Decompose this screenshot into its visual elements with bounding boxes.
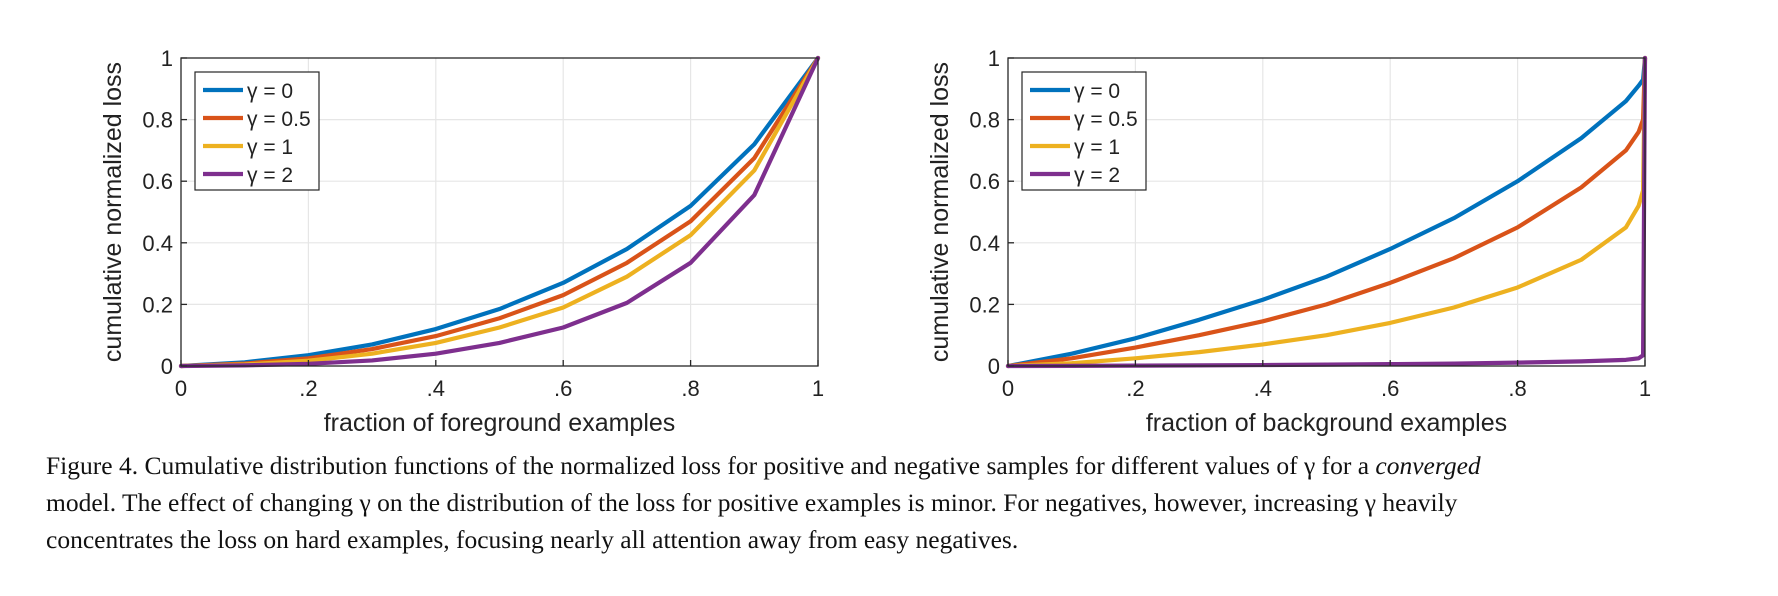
y-tick-label: 0.2	[969, 292, 1000, 317]
plot-frame	[180, 57, 819, 367]
caption-emphasis: converged	[1375, 451, 1481, 480]
legend-label-2: γ = 1	[247, 136, 293, 159]
y-tick-label: 0.8	[969, 108, 1000, 133]
caption-line-3: concentrates the loss on hard examples, …	[46, 525, 1019, 554]
x-tick-label: .4	[427, 376, 445, 401]
x-tick-label: .2	[299, 376, 317, 401]
y-tick-label: 0	[161, 354, 173, 379]
series-line-3	[178, 55, 821, 369]
legend-label-3: γ = 2	[1074, 164, 1120, 187]
legend-label-0: γ = 0	[247, 80, 293, 103]
y-tick-label: 1	[161, 46, 173, 71]
y-tick-label: 0.4	[142, 231, 173, 256]
series-line-1	[1005, 55, 1648, 369]
x-tick-label: .6	[1381, 376, 1399, 401]
y-tick-label: 1	[988, 46, 1000, 71]
x-tick-label: .2	[1126, 376, 1144, 401]
x-tick-label: .6	[554, 376, 572, 401]
legend-label-1: γ = 0.5	[1074, 108, 1138, 131]
x-axis-label: fraction of background examples	[1146, 409, 1507, 437]
y-tick-label: 0.8	[142, 108, 173, 133]
y-tick-label: 0.2	[142, 292, 173, 317]
y-axis-label: cumulative normalized loss	[926, 62, 954, 362]
x-tick-label: .8	[1508, 376, 1526, 401]
y-tick-label: 0.6	[142, 169, 173, 194]
legend-label-1: γ = 0.5	[247, 108, 311, 131]
x-axis-label: fraction of foreground examples	[324, 409, 676, 437]
y-tick-label: 0.6	[969, 169, 1000, 194]
x-tick-label: 0	[1002, 376, 1014, 401]
y-tick-label: 0	[988, 354, 1000, 379]
series-line-2	[178, 55, 821, 369]
y-tick-label: 0.4	[969, 231, 1000, 256]
legend-label-0: γ = 0	[1074, 80, 1120, 103]
series-line-0	[178, 55, 821, 369]
legend-label-2: γ = 1	[1074, 136, 1120, 159]
y-axis-label: cumulative normalized loss	[99, 62, 127, 362]
caption-line-1: Figure 4. Cumulative distribution functi…	[46, 447, 1746, 484]
plot-frame	[1007, 57, 1646, 367]
series-line-0	[1005, 55, 1648, 369]
x-tick-label: 1	[812, 376, 824, 401]
series-line-2	[1005, 55, 1648, 369]
x-tick-label: .4	[1254, 376, 1272, 401]
caption-line-2: model. The effect of changing γ on the d…	[46, 488, 1458, 517]
x-tick-label: 1	[1639, 376, 1651, 401]
x-tick-label: 0	[175, 376, 187, 401]
figure-caption: Figure 4. Cumulative distribution functi…	[46, 447, 1746, 558]
legend-label-3: γ = 2	[247, 164, 293, 187]
x-tick-label: .8	[681, 376, 699, 401]
caption-text-1: Figure 4. Cumulative distribution functi…	[46, 451, 1376, 480]
